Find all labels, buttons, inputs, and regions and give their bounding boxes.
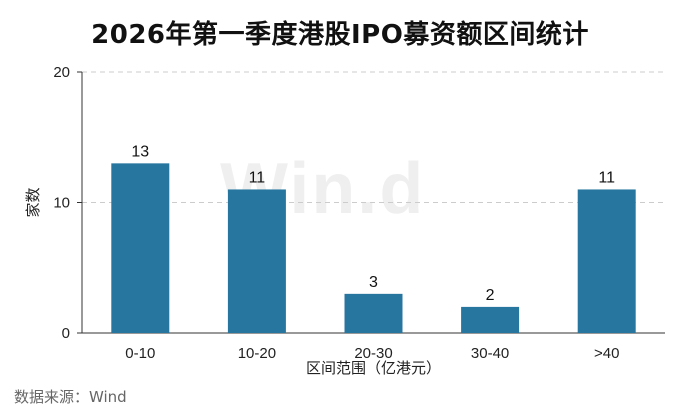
data-label: 11 [598,169,615,186]
data-label: 2 [486,287,495,304]
bar [461,306,520,333]
x-tick-label: 30-40 [471,345,509,362]
data-label: 3 [369,274,378,291]
y-axis-title: 家数 [24,187,42,217]
y-tick-label: 0 [62,325,70,342]
x-tick-label: >40 [594,345,619,362]
bar [344,293,403,333]
bar [111,163,170,333]
data-label: 11 [249,169,266,186]
y-tick-label: 10 [53,195,70,212]
bar [577,189,636,333]
data-source: 数据来源：Wind [14,388,127,406]
x-axis-title: 区间范围（亿港元） [306,359,441,377]
bar [227,189,286,333]
chart-title: 2026年第一季度港股IPO募资额区间统计 [91,20,589,50]
x-tick-label: 20-30 [354,345,392,362]
x-tick-label: 10-20 [238,345,276,362]
data-label: 13 [131,143,149,160]
y-tick-label: 20 [53,64,70,81]
x-tick-label: 0-10 [125,345,155,362]
